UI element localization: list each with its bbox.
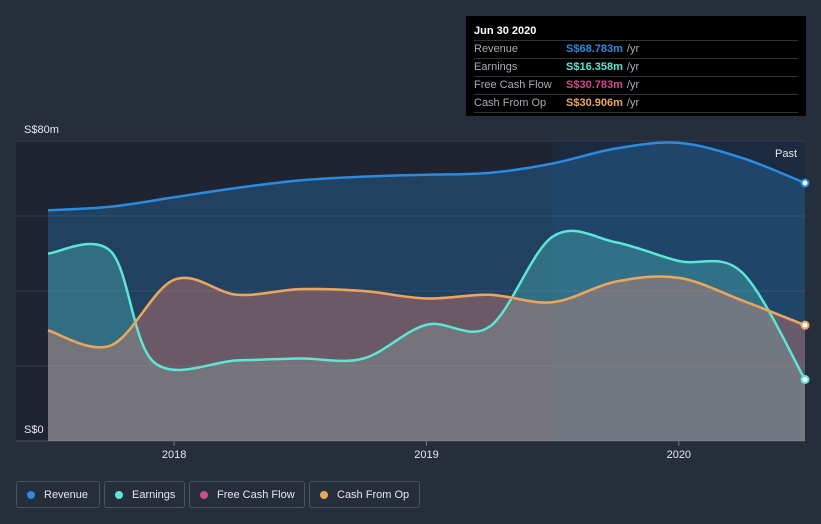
tooltip-row-earnings: Earnings S$16.358m /yr: [474, 59, 798, 77]
tooltip-value: S$30.906m: [566, 97, 623, 109]
legend-dot-icon: [320, 490, 328, 499]
series-areas: [48, 142, 805, 441]
legend-label: Revenue: [44, 488, 89, 501]
tooltip-unit: /yr: [626, 97, 640, 109]
x-tick-label: 2019: [414, 449, 438, 461]
earnings-area: [48, 230, 805, 441]
x-tick-label: 2018: [162, 449, 186, 461]
legend-item-earnings[interactable]: Earnings: [104, 481, 185, 508]
x-axis: 2018 2019 2020: [162, 441, 691, 461]
earnings-endpoint: [800, 375, 810, 384]
tooltip-date: Jun 30 2020: [474, 24, 798, 41]
revenue-line: [47, 141, 806, 212]
tooltip-row-free-cash-flow: Free Cash Flow S$30.783m /yr: [474, 77, 798, 95]
tooltip-value: S$30.783m: [566, 79, 623, 91]
tooltip-label: Earnings: [474, 61, 518, 73]
x-tick-label: 2020: [667, 449, 691, 461]
legend-label: Free Cash Flow: [217, 488, 295, 501]
legend-dot-icon: [115, 490, 123, 499]
revenue-area: [48, 142, 805, 441]
tooltip-row-revenue: Revenue S$68.783m /yr: [474, 41, 798, 59]
series-lines: [47, 141, 807, 381]
tooltip-label: Free Cash Flow: [474, 79, 552, 91]
past-label: Past: [775, 148, 797, 160]
tooltip-value: S$68.783m: [566, 43, 623, 55]
legend-item-free-cash-flow[interactable]: Free Cash Flow: [189, 481, 305, 508]
tooltip-unit: /yr: [626, 79, 640, 91]
y-axis-top-label: S$80m: [24, 124, 59, 136]
legend-dot-icon: [27, 490, 35, 499]
tooltip-label: Revenue: [474, 43, 519, 55]
y-axis-bottom-label: S$0: [24, 424, 44, 436]
tooltip-unit: /yr: [626, 43, 640, 55]
gridlines: [16, 140, 805, 442]
legend-item-revenue[interactable]: Revenue: [16, 481, 100, 508]
tooltip: Jun 30 2020 Revenue S$68.783m /yr Earnin…: [466, 16, 806, 116]
legend-label: Earnings: [132, 488, 176, 501]
legend-label: Cash From Op: [337, 488, 410, 501]
cash-from-op-endpoint: [800, 320, 810, 330]
cash-from-op-area: [48, 276, 805, 441]
cash-from-op-line: [47, 275, 806, 349]
free-cash-flow-area: [48, 276, 805, 441]
legend-item-cash-from-op[interactable]: Cash From Op: [309, 481, 420, 508]
earnings-line: [47, 229, 807, 381]
tooltip-value: S$16.358m: [566, 61, 623, 73]
tooltip-unit: /yr: [626, 61, 640, 73]
series-endpoints: [800, 178, 810, 384]
tooltip-label: Cash From Op: [474, 97, 547, 109]
revenue-endpoint: [800, 178, 810, 188]
legend-dot-icon: [200, 490, 208, 499]
tooltip-row-cash-from-op: Cash From Op S$30.906m /yr: [474, 95, 798, 113]
